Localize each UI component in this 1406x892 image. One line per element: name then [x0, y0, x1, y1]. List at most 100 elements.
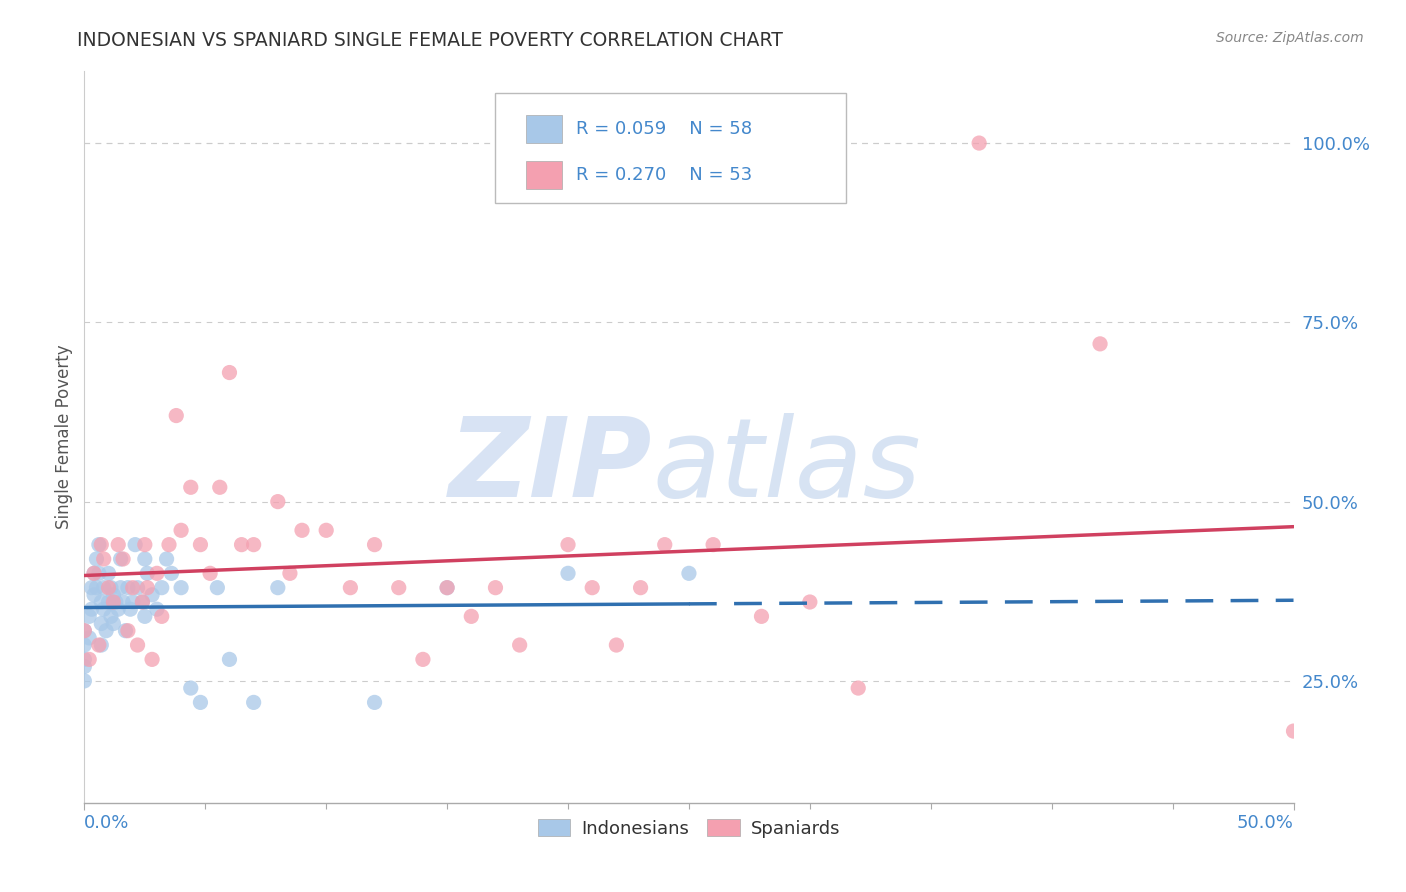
Point	[654, 538, 676, 552]
Point	[363, 695, 385, 709]
Point	[231, 538, 253, 552]
Point	[121, 595, 143, 609]
Point	[208, 480, 231, 494]
Point	[190, 538, 212, 552]
Point	[87, 538, 110, 552]
Point	[87, 638, 110, 652]
Point	[93, 581, 115, 595]
Point	[83, 566, 105, 581]
Point	[97, 566, 120, 581]
Point	[605, 638, 627, 652]
Point	[87, 566, 110, 581]
Point	[436, 581, 458, 595]
Point	[363, 538, 385, 552]
Point	[134, 538, 156, 552]
Point	[180, 480, 202, 494]
Point	[94, 624, 117, 638]
Point	[146, 602, 169, 616]
Point	[170, 581, 193, 595]
Point	[218, 366, 240, 380]
Point	[157, 538, 180, 552]
Point	[180, 681, 202, 695]
Point	[112, 595, 135, 609]
Point	[73, 673, 96, 688]
Point	[315, 524, 337, 538]
Text: ZIP: ZIP	[449, 413, 652, 520]
Point	[86, 581, 108, 595]
Point	[630, 581, 652, 595]
Point	[339, 581, 361, 595]
Point	[107, 538, 129, 552]
Point	[80, 581, 103, 595]
Point	[242, 538, 264, 552]
Point	[581, 581, 603, 595]
Point	[131, 595, 153, 609]
Point	[97, 595, 120, 609]
Point	[267, 494, 290, 508]
Point	[155, 552, 177, 566]
Point	[150, 609, 173, 624]
Point	[170, 524, 193, 538]
Point	[77, 652, 100, 666]
Point	[110, 581, 132, 595]
Point	[73, 652, 96, 666]
Legend: Indonesians, Spaniards: Indonesians, Spaniards	[530, 812, 848, 845]
Point	[124, 538, 146, 552]
Point	[846, 681, 869, 695]
Point	[103, 616, 125, 631]
Text: atlas: atlas	[652, 413, 921, 520]
Point	[291, 524, 314, 538]
Point	[1088, 336, 1111, 351]
Point	[77, 609, 100, 624]
Point	[117, 624, 139, 638]
Point	[97, 581, 120, 595]
Point	[146, 566, 169, 581]
Text: 0.0%: 0.0%	[84, 814, 129, 832]
Point	[90, 616, 112, 631]
Text: R = 0.059    N = 58: R = 0.059 N = 58	[576, 120, 752, 138]
Point	[127, 638, 149, 652]
Point	[120, 602, 142, 616]
Point	[83, 588, 105, 602]
Point	[90, 595, 112, 609]
Point	[218, 652, 240, 666]
FancyBboxPatch shape	[526, 115, 562, 143]
Point	[242, 695, 264, 709]
Point	[134, 609, 156, 624]
Point	[388, 581, 411, 595]
Text: R = 0.270    N = 53: R = 0.270 N = 53	[576, 166, 752, 184]
Point	[198, 566, 221, 581]
Text: 50.0%: 50.0%	[1237, 814, 1294, 832]
Point	[90, 638, 112, 652]
Point	[136, 566, 159, 581]
Point	[112, 552, 135, 566]
Text: INDONESIAN VS SPANIARD SINGLE FEMALE POVERTY CORRELATION CHART: INDONESIAN VS SPANIARD SINGLE FEMALE POV…	[77, 31, 783, 50]
Point	[190, 695, 212, 709]
Point	[104, 595, 127, 609]
Point	[678, 566, 700, 581]
Point	[77, 631, 100, 645]
Point	[110, 552, 132, 566]
Point	[73, 624, 96, 638]
Point	[83, 566, 105, 581]
Point	[90, 538, 112, 552]
Point	[160, 566, 183, 581]
Point	[86, 552, 108, 566]
Point	[509, 638, 531, 652]
Point	[73, 638, 96, 652]
Point	[141, 652, 163, 666]
Point	[127, 581, 149, 595]
Point	[131, 595, 153, 609]
Point	[93, 602, 115, 616]
Text: Source: ZipAtlas.com: Source: ZipAtlas.com	[1216, 31, 1364, 45]
Point	[207, 581, 229, 595]
Point	[136, 581, 159, 595]
Point	[799, 595, 821, 609]
Point	[121, 581, 143, 595]
Point	[165, 409, 187, 423]
Point	[100, 609, 122, 624]
Point	[103, 595, 125, 609]
Point	[150, 581, 173, 595]
Point	[702, 538, 724, 552]
Point	[103, 588, 125, 602]
